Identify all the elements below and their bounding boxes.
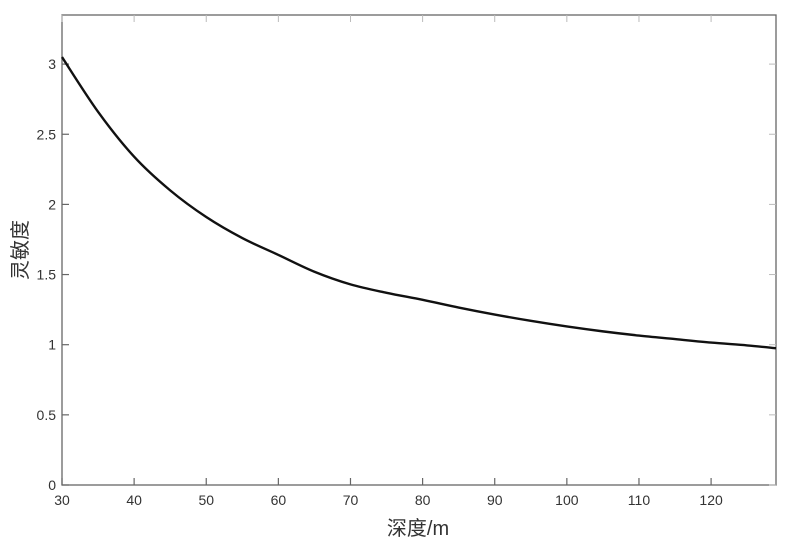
x-tick-label: 70 [343,492,359,508]
x-tick-label: 50 [198,492,214,508]
x-tick-label: 30 [54,492,70,508]
y-tick-label: 2 [48,196,56,212]
y-tick-label: 2.5 [37,126,57,142]
x-tick-label: 90 [487,492,503,508]
y-tick-label: 0 [48,477,56,493]
x-tick-label: 40 [126,492,142,508]
series-line [60,56,777,350]
y-tick-label: 1 [48,337,56,353]
ticks: 30 40 50 60 70 80 90 100 110 120 0 0.5 1 1.5 2 2.5 3 [37,15,776,508]
axes [61,14,777,486]
y-tick-label: 0.5 [37,407,57,423]
y-axis-label: 灵敏度 [9,220,32,280]
y-tick-label: 3 [48,56,56,72]
x-axis-label: 深度/m [387,517,449,540]
x-tick-label: 110 [628,492,651,508]
y-tick-label: 1.5 [37,267,57,283]
x-tick-label: 120 [699,492,723,508]
x-tick-label: 100 [555,492,579,508]
x-tick-label: 80 [415,492,431,508]
plot-frame [61,14,777,486]
x-tick-label: 60 [271,492,287,508]
